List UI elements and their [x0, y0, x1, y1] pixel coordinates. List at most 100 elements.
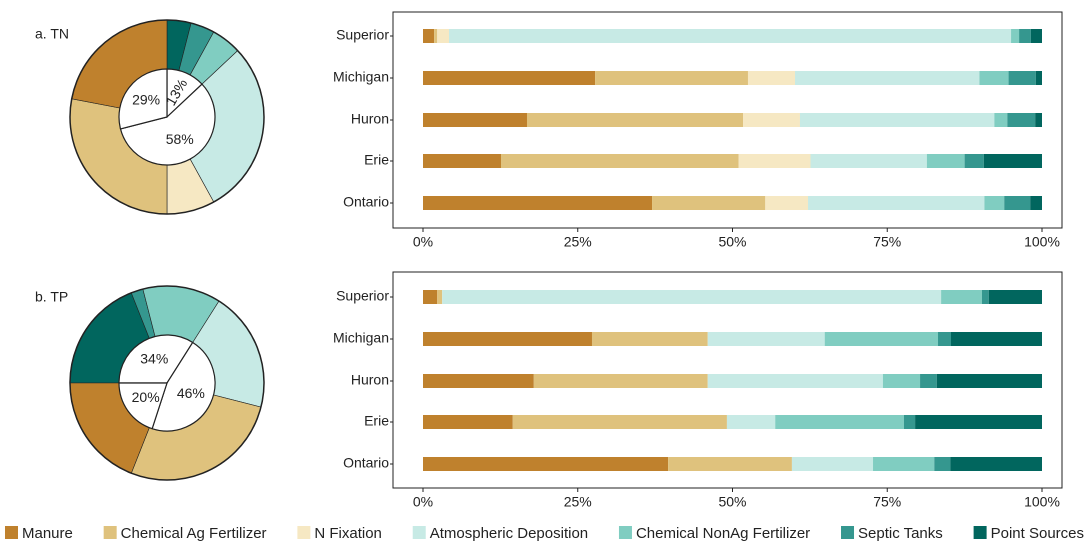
legend-label: Atmospheric Deposition — [430, 525, 588, 542]
bar-segment — [938, 332, 952, 346]
bar-segment — [808, 196, 985, 210]
pie-label: 46% — [177, 385, 205, 401]
panel-title: b. TP — [35, 289, 68, 305]
bar-segment — [423, 113, 527, 127]
x-tick-label: 25% — [564, 494, 592, 510]
x-tick-label: 100% — [1024, 234, 1060, 250]
bar-segment — [595, 71, 748, 85]
bar-segment — [442, 290, 942, 304]
y-tick-label: Michigan — [333, 69, 389, 85]
pie-slice — [118, 382, 168, 430]
legend-label: Chemical Ag Fertilizer — [121, 525, 267, 542]
bar-segment — [1019, 29, 1031, 43]
y-tick-label: Ontario — [343, 455, 389, 471]
bar-segment — [423, 154, 501, 168]
legend-label: Septic Tanks — [858, 525, 943, 542]
pie-slice — [151, 341, 216, 432]
bar-segment — [707, 332, 825, 346]
bar-segment — [810, 154, 927, 168]
bar-segment — [926, 154, 965, 168]
bar-segment — [668, 457, 792, 471]
bar-segment — [791, 457, 874, 471]
bar-segment — [920, 374, 937, 388]
bar-segment — [512, 415, 727, 429]
pie-label: 34% — [140, 351, 168, 367]
bar-segment — [795, 71, 980, 85]
bar-segment — [747, 71, 796, 85]
bar-segment — [707, 374, 883, 388]
legend-label: Chemical NonAg Fertilizer — [636, 525, 810, 542]
bar-segment — [1004, 196, 1031, 210]
bar-segment — [448, 29, 1012, 43]
y-tick-label: Erie — [364, 413, 389, 429]
bar-segment — [983, 154, 1042, 168]
legend-swatch — [412, 526, 426, 539]
legend-label: Point Sources — [991, 525, 1084, 542]
bar-segment — [423, 29, 435, 43]
bar-segment — [434, 29, 438, 43]
bar-segment — [533, 374, 708, 388]
y-tick-label: Huron — [351, 372, 389, 388]
bar-segment — [423, 196, 653, 210]
bar-segment — [1008, 71, 1036, 85]
panel-title: a. TN — [35, 26, 69, 42]
bar-segment — [726, 415, 776, 429]
legend-swatch — [841, 526, 855, 539]
bar-segment — [984, 196, 1005, 210]
pie-label: 29% — [132, 92, 160, 108]
bar-segment — [591, 332, 708, 346]
legend-label: Manure — [22, 525, 73, 542]
bar-segment — [500, 154, 739, 168]
bar-segment — [765, 196, 809, 210]
bar-segment — [915, 415, 1042, 429]
bar-segment — [1030, 196, 1042, 210]
bar-segment — [994, 113, 1008, 127]
pie-slice — [119, 83, 216, 166]
x-tick-label: 50% — [718, 234, 746, 250]
bar-segment — [775, 415, 904, 429]
bar-segment — [941, 290, 982, 304]
legend-swatch — [618, 526, 632, 539]
bar-segment — [437, 290, 443, 304]
bar-segment — [738, 154, 811, 168]
bar-segment — [423, 457, 669, 471]
bar-segment — [743, 113, 800, 127]
x-tick-label: 50% — [718, 494, 746, 510]
x-tick-label: 75% — [873, 234, 901, 250]
pie-label: 58% — [166, 131, 194, 147]
bar-segment — [423, 332, 592, 346]
pie-label: 20% — [132, 389, 160, 405]
bar-segment — [423, 374, 534, 388]
bar-segment — [652, 196, 766, 210]
bar-segment — [1007, 113, 1036, 127]
bar-segment — [934, 457, 951, 471]
bar-segment — [526, 113, 744, 127]
y-tick-label: Ontario — [343, 194, 389, 210]
bar-segment — [423, 290, 438, 304]
y-tick-label: Superior — [336, 288, 389, 304]
bar-segment — [824, 332, 939, 346]
bar-segment — [1011, 29, 1020, 43]
legend-swatch — [103, 526, 117, 539]
bar-segment — [988, 290, 1042, 304]
bar-segment — [964, 154, 984, 168]
x-tick-label: 0% — [413, 494, 433, 510]
bar-segment — [423, 71, 596, 85]
bar-segment — [1035, 113, 1042, 127]
bar-segment — [423, 415, 513, 429]
bar-segment — [950, 457, 1042, 471]
x-tick-label: 100% — [1024, 494, 1060, 510]
y-tick-label: Superior — [336, 27, 389, 43]
y-tick-label: Erie — [364, 152, 389, 168]
y-tick-label: Huron — [351, 111, 389, 127]
bar-segment — [903, 415, 916, 429]
y-tick-label: Michigan — [333, 330, 389, 346]
bar-segment — [951, 332, 1042, 346]
bar-segment — [873, 457, 935, 471]
bar-segment — [936, 374, 1042, 388]
donut-outline — [69, 285, 265, 481]
plot-frame — [392, 271, 1063, 489]
bar-segment — [1035, 71, 1042, 85]
